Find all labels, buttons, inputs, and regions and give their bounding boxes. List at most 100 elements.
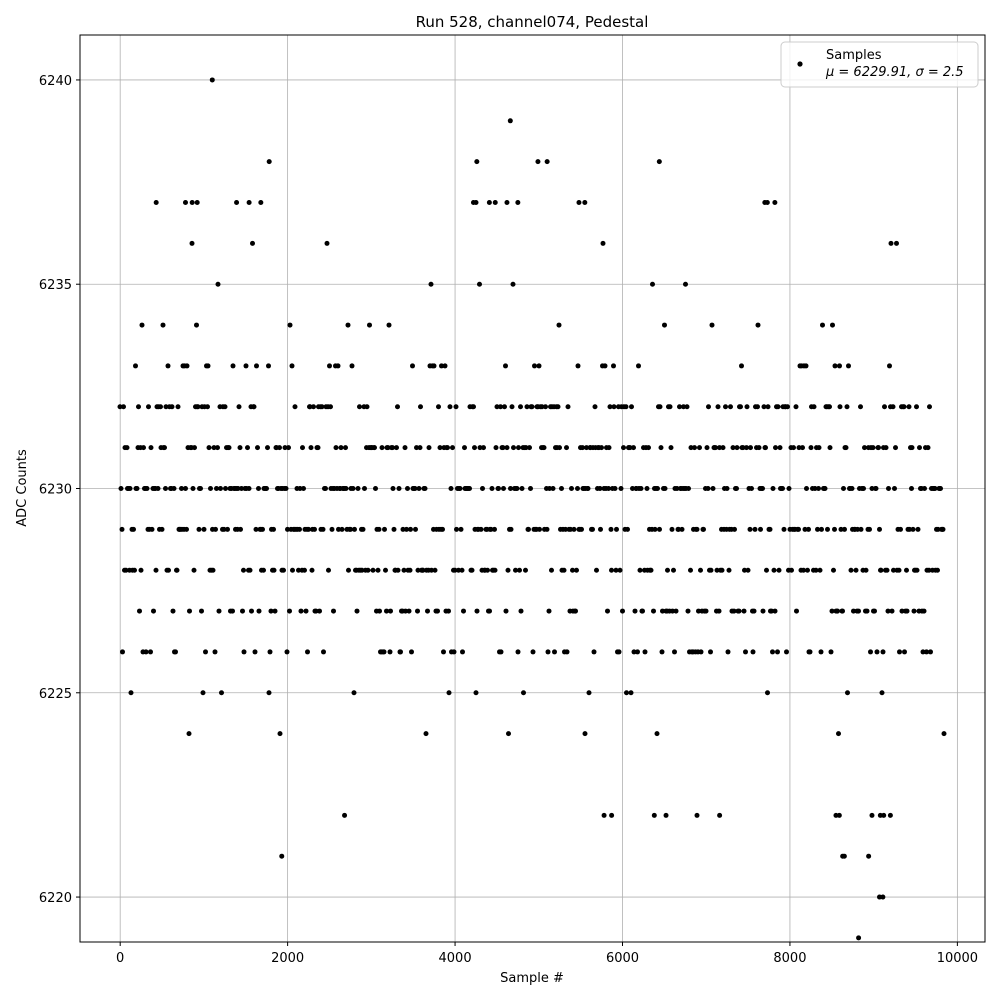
sample-point — [825, 526, 830, 532]
sample-point — [935, 567, 940, 573]
sample-point — [914, 404, 919, 410]
sample-point — [889, 608, 895, 614]
sample-point — [777, 445, 783, 451]
sample-point — [681, 404, 686, 410]
sample-point — [335, 363, 341, 369]
sample-point — [472, 445, 477, 451]
sample-point — [862, 445, 867, 451]
sample-point — [606, 486, 611, 491]
sample-point — [541, 445, 547, 451]
sample-point — [612, 486, 618, 491]
sample-point — [377, 608, 382, 614]
sample-point — [796, 445, 802, 451]
sample-point — [375, 567, 381, 573]
sample-point — [277, 445, 282, 451]
sample-point — [741, 608, 747, 614]
sample-point — [696, 608, 701, 614]
sample-point — [186, 731, 192, 737]
sample-point — [775, 649, 780, 655]
sample-point — [932, 486, 938, 491]
sample-point — [843, 445, 849, 451]
sample-point — [869, 812, 875, 818]
sample-point — [138, 567, 144, 573]
sample-point — [384, 608, 389, 614]
sample-point — [523, 567, 528, 573]
sample-point — [846, 363, 851, 369]
sample-point — [492, 200, 498, 206]
sample-point — [876, 445, 881, 451]
sample-point — [609, 567, 614, 573]
x-axis-ticks: 0 2000 4000 6000 8000 10000 — [116, 942, 978, 966]
sample-point — [710, 486, 716, 491]
sample-point — [236, 404, 242, 410]
sample-point — [555, 404, 561, 410]
sample-point — [657, 526, 662, 532]
sample-point — [211, 445, 217, 451]
sample-point — [450, 445, 455, 451]
sample-point — [765, 404, 771, 410]
sample-point — [872, 608, 877, 614]
sample-point — [514, 486, 520, 491]
sample-point — [478, 526, 484, 532]
sample-point — [165, 363, 171, 369]
sample-point — [579, 526, 584, 532]
sample-point — [904, 567, 909, 573]
sample-point — [858, 404, 863, 410]
sample-point — [500, 445, 506, 451]
sample-point — [222, 404, 228, 410]
sample-point — [271, 567, 277, 573]
sample-point — [354, 608, 360, 614]
sample-point — [764, 567, 769, 573]
sample-point — [705, 486, 711, 491]
sample-point — [776, 567, 782, 573]
sample-point — [413, 526, 418, 532]
sample-point — [128, 690, 134, 696]
sample-point — [565, 404, 571, 410]
sample-point — [329, 526, 335, 532]
sample-point — [192, 445, 197, 451]
sample-point — [387, 649, 393, 655]
y-tick-label: 6230 — [39, 483, 72, 498]
sample-point — [893, 445, 898, 451]
sample-point — [321, 649, 326, 655]
sample-point — [155, 486, 161, 491]
sample-point — [679, 526, 685, 532]
sample-point — [654, 731, 660, 737]
sample-point — [267, 649, 273, 655]
sample-point — [842, 526, 847, 532]
sample-point — [422, 486, 428, 491]
sample-point — [205, 404, 210, 410]
sample-point — [243, 363, 249, 369]
sample-point — [928, 649, 933, 655]
sample-point — [858, 526, 864, 532]
sample-point — [625, 526, 630, 532]
sample-point — [656, 159, 662, 165]
sample-point — [920, 649, 926, 655]
sample-point — [406, 608, 412, 614]
sample-point — [226, 445, 232, 451]
sample-point — [886, 486, 891, 491]
sample-point — [853, 567, 859, 573]
sample-point — [252, 649, 258, 655]
sample-point — [616, 649, 622, 655]
sample-point — [256, 486, 261, 491]
sample-point — [628, 690, 634, 696]
sample-point — [820, 322, 825, 328]
sample-point — [745, 567, 751, 573]
sample-point — [836, 812, 842, 818]
sample-point — [410, 363, 415, 369]
sample-point — [791, 445, 796, 451]
sample-point — [405, 486, 410, 491]
sample-point — [171, 486, 177, 491]
sample-point — [240, 608, 245, 614]
sample-point — [206, 445, 212, 451]
sample-point — [442, 363, 448, 369]
sample-point — [590, 526, 595, 532]
sample-point — [781, 526, 787, 532]
sample-point — [451, 649, 457, 655]
sample-point — [398, 649, 403, 655]
sample-point — [473, 690, 479, 696]
sample-point — [739, 363, 744, 369]
sample-point — [624, 690, 629, 696]
sample-point — [938, 486, 943, 491]
